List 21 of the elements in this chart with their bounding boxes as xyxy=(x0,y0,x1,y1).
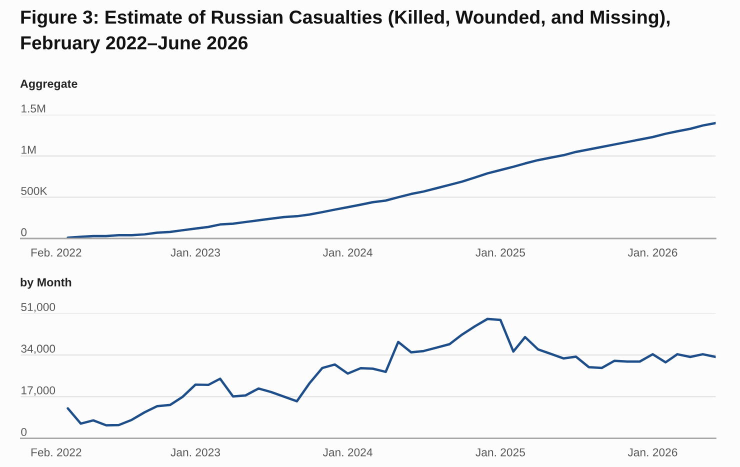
x-tick-label: Jan. 2023 xyxy=(170,248,220,257)
y-tick-label: 17,000 xyxy=(22,386,56,396)
x-tick-label: Jan. 2025 xyxy=(476,448,525,456)
x-tick-label: Jan. 2024 xyxy=(322,448,372,456)
y-axis-title: by Month xyxy=(20,278,72,289)
x-tick-label: Feb. 2022 xyxy=(31,248,82,257)
x-tick-label: Jan. 2026 xyxy=(628,448,678,456)
y-tick-label: 1.5M xyxy=(22,104,46,113)
y-tick-label: 34,000 xyxy=(21,344,56,354)
x-tick-label: Jan. 2024 xyxy=(322,248,372,257)
y-tick-label: 500K xyxy=(21,186,48,196)
y-tick-label: 1M xyxy=(22,146,36,154)
y-axis-title: Aggregate xyxy=(20,80,78,90)
x-tick-label: Jan. 2023 xyxy=(170,448,220,456)
y-tick-label: 51,000 xyxy=(21,302,56,312)
x-tick-label: Feb. 2022 xyxy=(31,448,82,456)
y-tick-label: 0 xyxy=(21,428,27,436)
chart-title: Figure 3: Estimate of Russian Casualties (Killed, Wounded, and Missing), February 2022–June 2026 xyxy=(21,10,670,54)
x-tick-label: Jan. 2025 xyxy=(476,248,525,257)
x-tick-label: Jan. 2026 xyxy=(628,248,678,257)
y-tick-label: 0 xyxy=(21,228,27,236)
